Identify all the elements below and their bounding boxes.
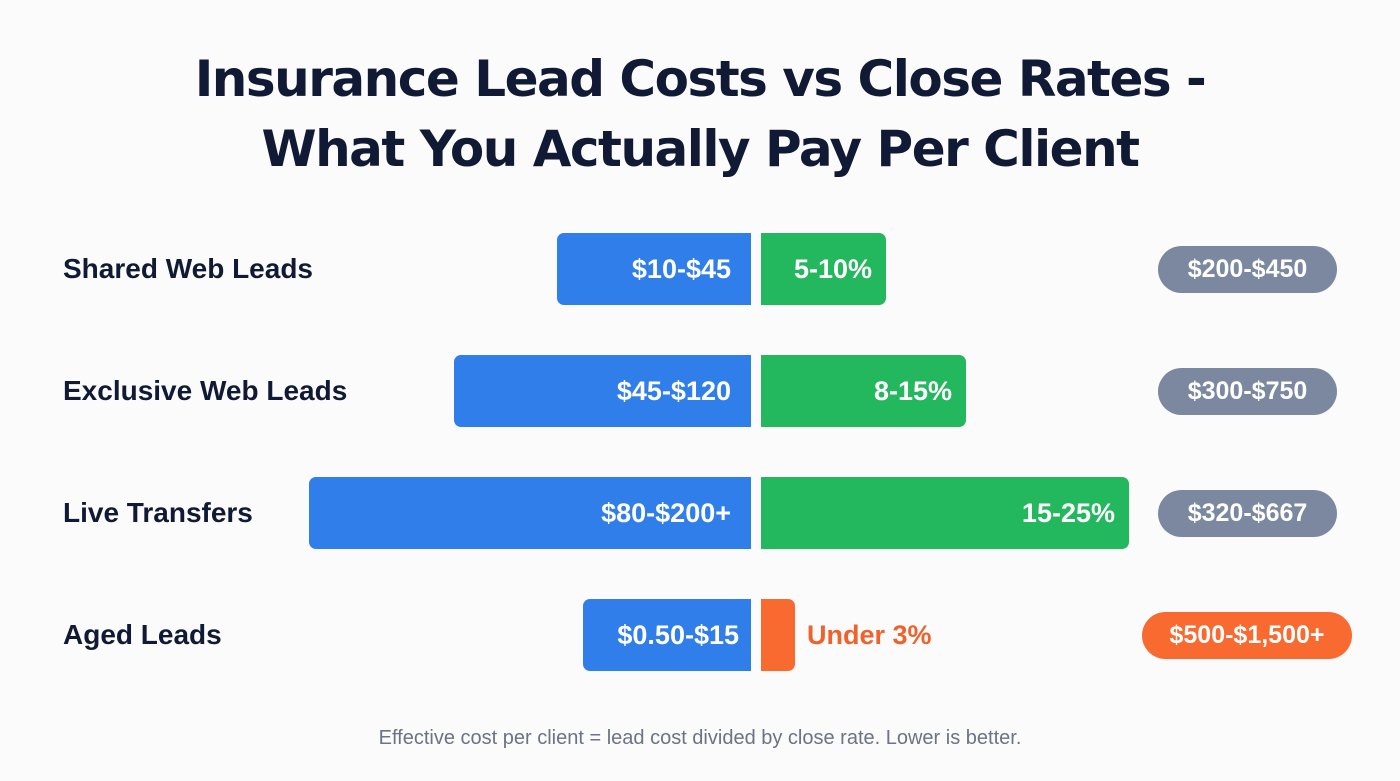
lead-cost-bar: $10-$45	[557, 233, 751, 305]
lead-cost-bar: $0.50-$15	[583, 599, 751, 671]
row-label: Aged Leads	[63, 619, 222, 650]
footnote: Effective cost per client = lead cost di…	[378, 727, 1022, 749]
cost-per-client-pill: $320-$667	[1158, 490, 1337, 537]
cost-per-client-pill-warning: $500-$1,500+	[1142, 612, 1352, 659]
close-rate-bar: 15-25%	[761, 477, 1129, 549]
chart-title-line-1: Insurance Lead Costs vs Close Rates -	[194, 50, 1207, 108]
row-label: Exclusive Web Leads	[63, 375, 348, 406]
lead-cost-bar: $80-$200+	[309, 477, 751, 549]
close-rate-bar-low	[761, 599, 795, 671]
row-label: Live Transfers	[63, 497, 253, 528]
row-label: Shared Web Leads	[63, 253, 314, 284]
close-rate-label-outside: Under 3%	[807, 620, 932, 650]
cost-per-client-pill: $300-$750	[1158, 368, 1337, 415]
cost-per-client-pill: $200-$450	[1158, 246, 1337, 293]
chart-title-line-2: What You Actually Pay Per Client	[261, 120, 1140, 178]
close-rate-bar: 8-15%	[761, 355, 966, 427]
lead-cost-bar: $45-$120	[454, 355, 751, 427]
chart-title: Insurance Lead Costs vs Close Rates - Wh…	[0, 44, 1400, 184]
close-rate-bar: 5-10%	[761, 233, 886, 305]
